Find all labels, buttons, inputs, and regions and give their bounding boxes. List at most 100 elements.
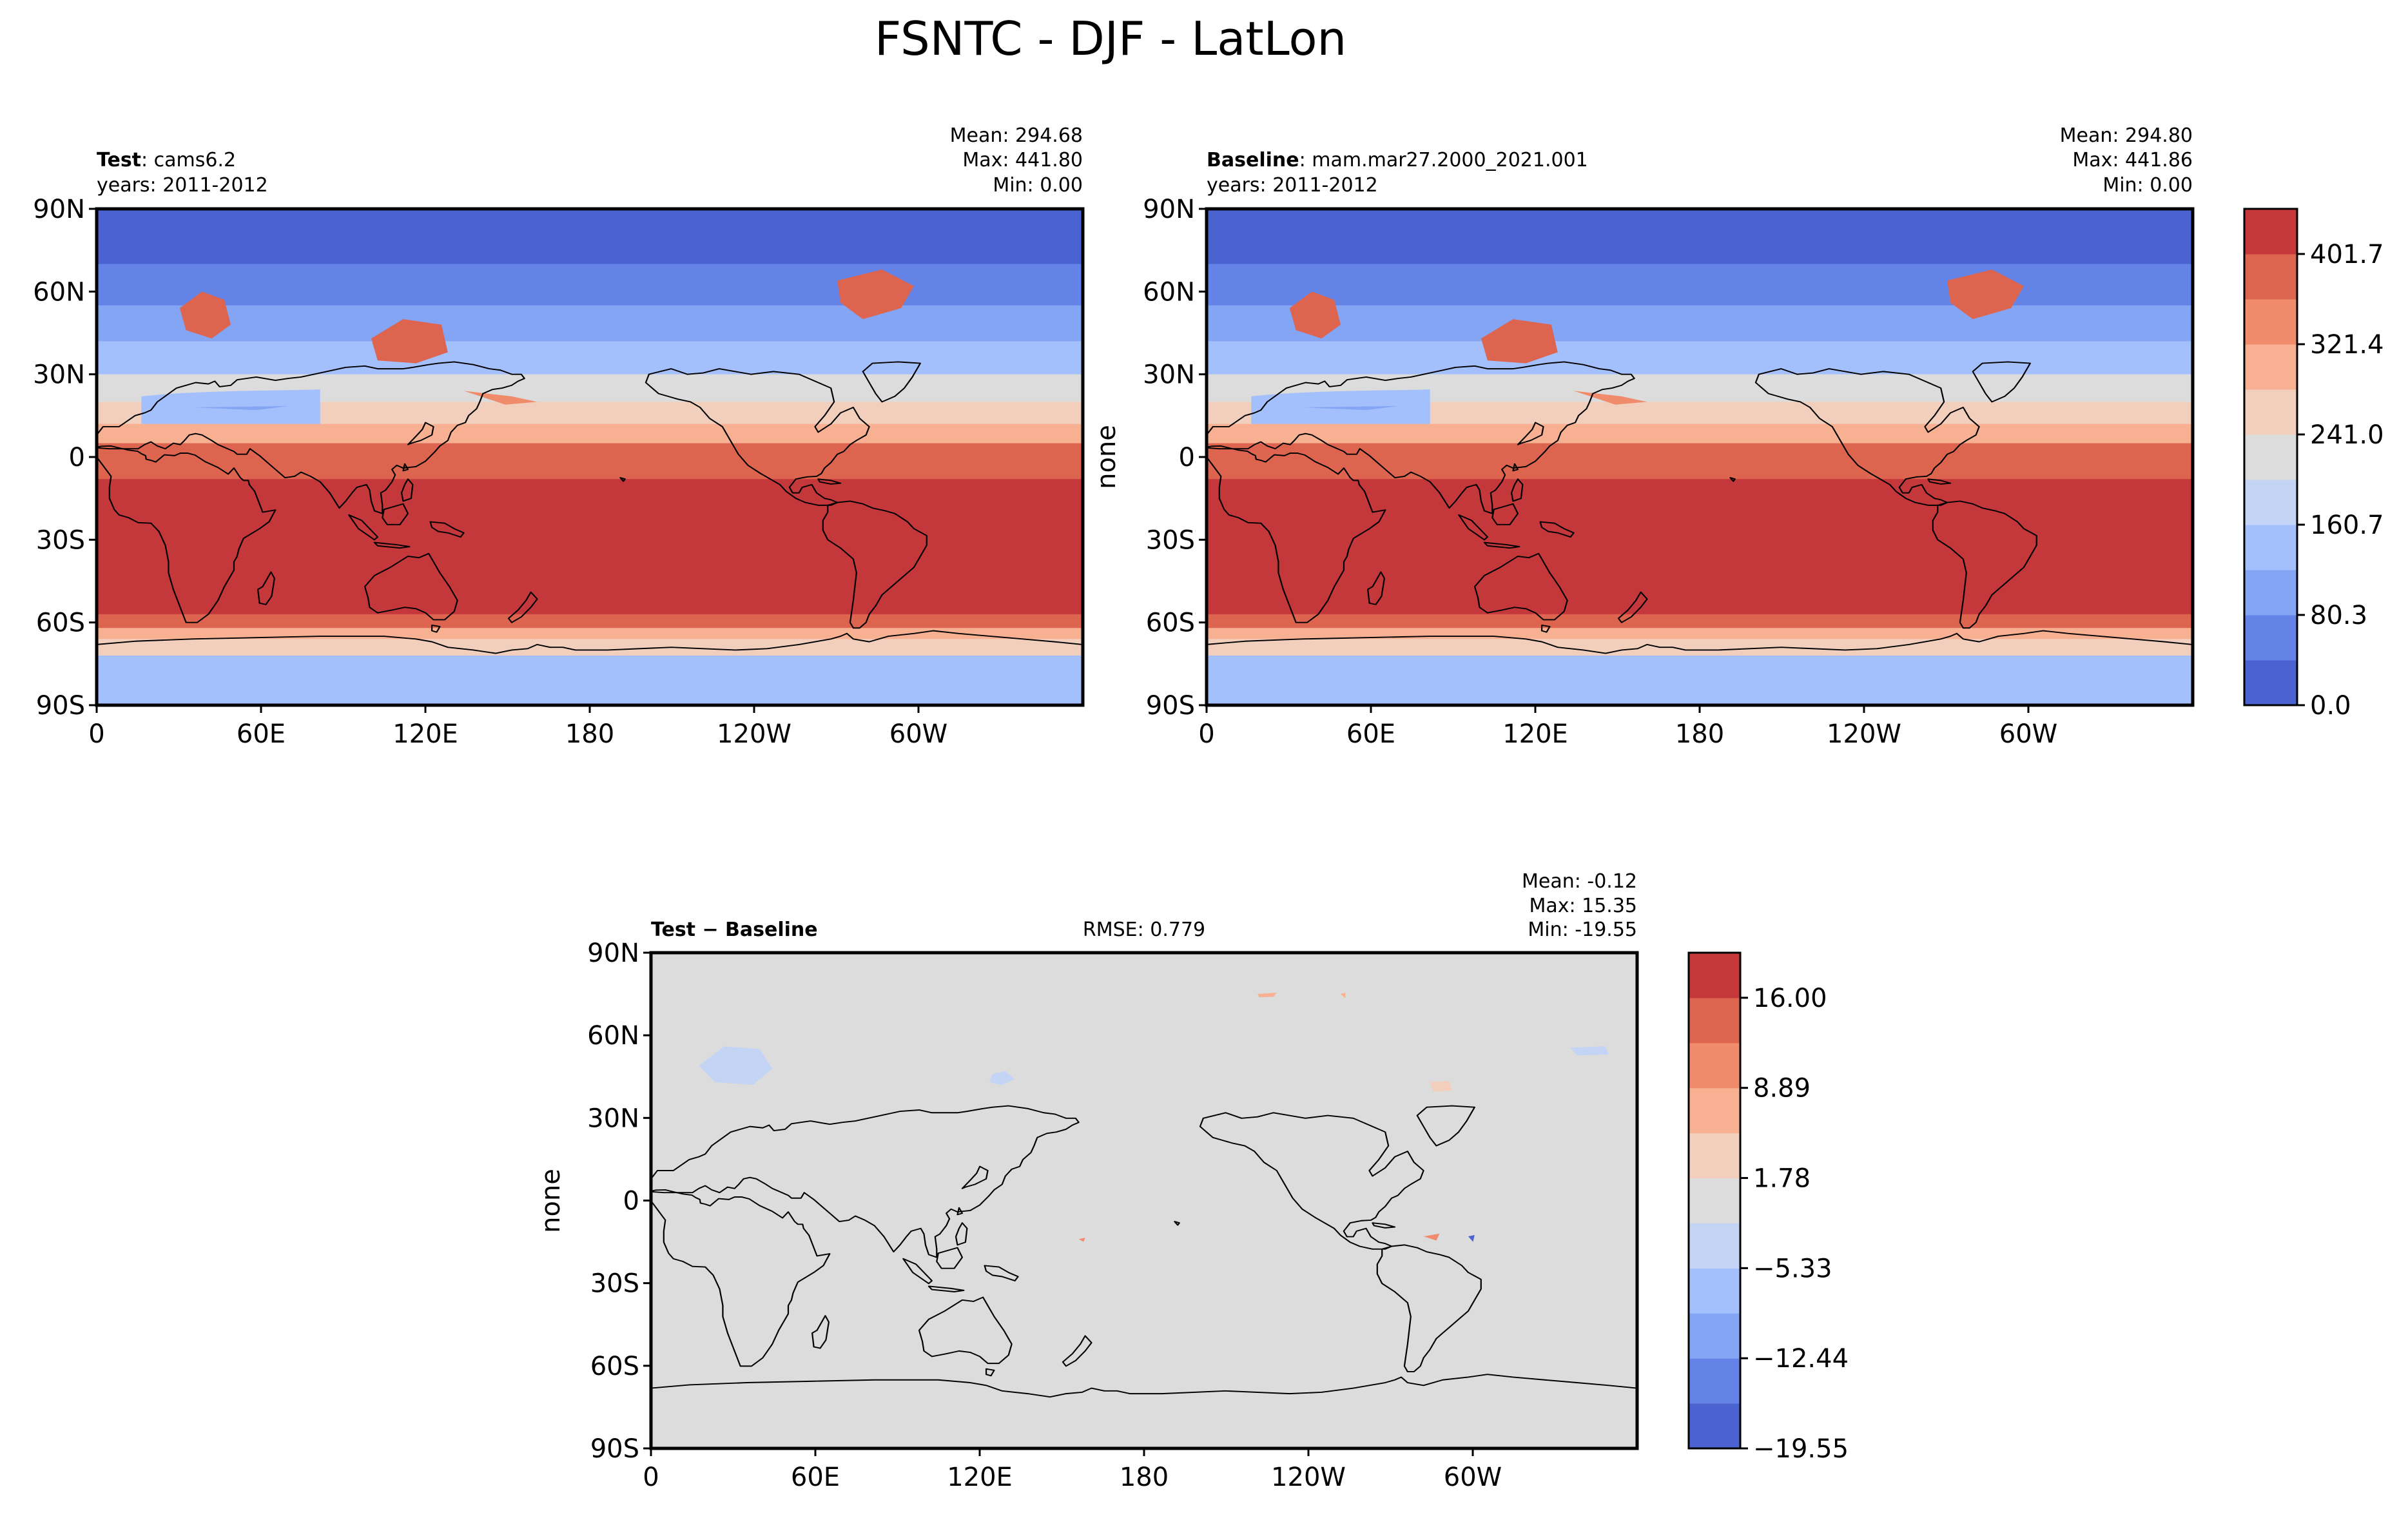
test-label-rest: : cams6.2 [141, 149, 236, 171]
baseline-ytick-label: 60N [1143, 277, 1195, 307]
diff-min: Min: -19.55 [1528, 919, 1637, 941]
baseline-min: Min: 0.00 [2102, 174, 2193, 197]
colorbar-diff-segment [1689, 1042, 1740, 1089]
baseline-band-9 [1207, 614, 2193, 628]
diff-ylabel: none [536, 1169, 566, 1233]
panel-baseline: Baseline: mam.mar27.2000_2021.001 years:… [1092, 124, 2195, 749]
diff-xtick-label: 120W [1271, 1463, 1346, 1492]
test-band-7 [97, 443, 1083, 480]
test-min: Min: 0.00 [993, 174, 1083, 197]
figure-title: FSNTC - DJF - LatLon [875, 12, 1346, 66]
diff-xtick-label: 60E [791, 1463, 840, 1492]
colorbar-top-frame [2243, 208, 2298, 706]
baseline-ytick-label: 0 [1179, 443, 1195, 472]
diff-ytick-label: 90N [587, 939, 639, 968]
colorbar-diff-segment [1689, 1313, 1740, 1359]
baseline-band-0 [1207, 209, 2193, 265]
colorbar-diff-segment [1689, 1223, 1740, 1269]
test-band-8 [97, 479, 1083, 615]
test-ytick-label: 60S [36, 608, 85, 638]
colorbar-diff: 16.00 8.89 1.78 −5.33 −12.44 −19.55 [1687, 951, 1849, 1464]
test-band-0 [97, 209, 1083, 265]
colorbar-top-segment [2244, 299, 2297, 345]
baseline-ylabel: none [1092, 425, 1121, 489]
colorbar-top-segment [2244, 615, 2297, 661]
colorbar-diff-tick-label: 1.78 [1753, 1164, 1811, 1194]
diff-rmse: RMSE: 0.779 [1083, 919, 1205, 941]
test-band-6 [97, 423, 1083, 444]
test-land-features [141, 269, 914, 424]
colorbar-top-segments [2244, 209, 2297, 706]
test-band-3 [97, 341, 1083, 375]
diff-label: Test − Baseline [651, 919, 818, 941]
test-xtick-label: 0 [88, 719, 104, 749]
colorbar-top-tick-label: 0.0 [2310, 691, 2351, 721]
colorbar-top-labels: 401.7 321.4 241.0 160.7 80.3 0.0 [2297, 240, 2384, 721]
baseline-band-6 [1207, 423, 2193, 444]
colorbar-top-segment [2244, 254, 2297, 300]
diff-ytick-label: 90S [590, 1434, 639, 1464]
diff-anomaly-patches [699, 992, 1609, 1242]
test-label-bold: Test [97, 149, 141, 171]
baseline-band-2 [1207, 305, 2193, 342]
baseline-ytick-label: 30S [1146, 525, 1195, 555]
test-years: years: 2011-2012 [97, 174, 268, 197]
colorbar-top-segment [2244, 660, 2297, 706]
colorbar-top-segment [2244, 480, 2297, 525]
colorbar-top-tick-label: 80.3 [2310, 601, 2367, 630]
test-label: Test: cams6.2 [97, 149, 236, 171]
colorbar-diff-segment [1689, 1178, 1740, 1223]
panel-diff: Test − Baseline RMSE: 0.779 Mean: -0.12 … [536, 870, 1639, 1492]
baseline-band-11 [1207, 639, 2193, 656]
baseline-band-12 [1207, 656, 2193, 705]
baseline-xtick-label: 120W [1827, 719, 1901, 749]
diff-ytick-label: 60N [587, 1021, 639, 1051]
panel-test: Test: cams6.2 years: 2011-2012 Mean: 294… [33, 124, 1085, 749]
test-max: Max: 441.80 [962, 149, 1083, 171]
baseline-years: years: 2011-2012 [1207, 174, 1378, 197]
colorbar-diff-tick-label: −12.44 [1753, 1344, 1849, 1374]
colorbar-top-segment [2244, 209, 2297, 255]
diff-xtick-label: 0 [643, 1463, 659, 1492]
baseline-band-3 [1207, 341, 2193, 375]
diff-ytick-label: 30N [587, 1104, 639, 1133]
colorbar-top-segment [2244, 389, 2297, 435]
test-xtick-label: 120W [717, 719, 791, 749]
colorbar-diff-labels: 16.00 8.89 1.78 −5.33 −12.44 −19.55 [1740, 984, 1849, 1464]
baseline-mean: Mean: 294.80 [2060, 124, 2193, 147]
test-ytick-label: 60N [33, 277, 85, 307]
test-field-bands [97, 209, 1083, 705]
baseline-xtick-label: 60W [1999, 719, 2057, 749]
diff-max: Max: 15.35 [1529, 895, 1637, 917]
baseline-label: Baseline: mam.mar27.2000_2021.001 [1207, 149, 1588, 171]
colorbar-diff-segment [1689, 997, 1740, 1044]
baseline-xtick-label: 60E [1346, 719, 1395, 749]
test-xtick-label: 60W [889, 719, 947, 749]
test-ytick-label: 30S [36, 525, 85, 555]
test-ytick-label: 0 [69, 443, 85, 472]
diff-ytick-label: 30S [590, 1269, 639, 1299]
colorbar-diff-segment [1689, 1358, 1740, 1404]
test-ytick-label: 90N [33, 195, 85, 224]
colorbar-diff-tick-label: 8.89 [1753, 1074, 1811, 1104]
colorbar-diff-tick-label: −5.33 [1753, 1254, 1832, 1283]
baseline-ytick-label: 90S [1146, 691, 1195, 721]
baseline-band-7 [1207, 443, 2193, 480]
baseline-xtick-label: 0 [1198, 719, 1214, 749]
colorbar-top-segment [2244, 570, 2297, 616]
test-band-12 [97, 656, 1083, 705]
colorbar-top-tick-label: 321.4 [2310, 330, 2384, 360]
baseline-ytick-label: 90N [1143, 195, 1195, 224]
baseline-ytick-label: 60S [1146, 608, 1195, 638]
baseline-ytick-label: 30N [1143, 360, 1195, 390]
colorbar-top-tick-label: 241.0 [2310, 420, 2384, 450]
test-xtick-label: 180 [565, 719, 614, 749]
colorbar-diff-segment [1689, 953, 1740, 998]
diff-xtick-label: 120E [947, 1463, 1013, 1492]
baseline-band-1 [1207, 264, 2193, 306]
colorbar-top-segment [2244, 434, 2297, 480]
diff-ytick-label: 60S [590, 1352, 639, 1381]
colorbar-diff-frame [1687, 951, 1742, 1450]
colorbar-top-tick-label: 401.7 [2310, 240, 2384, 269]
